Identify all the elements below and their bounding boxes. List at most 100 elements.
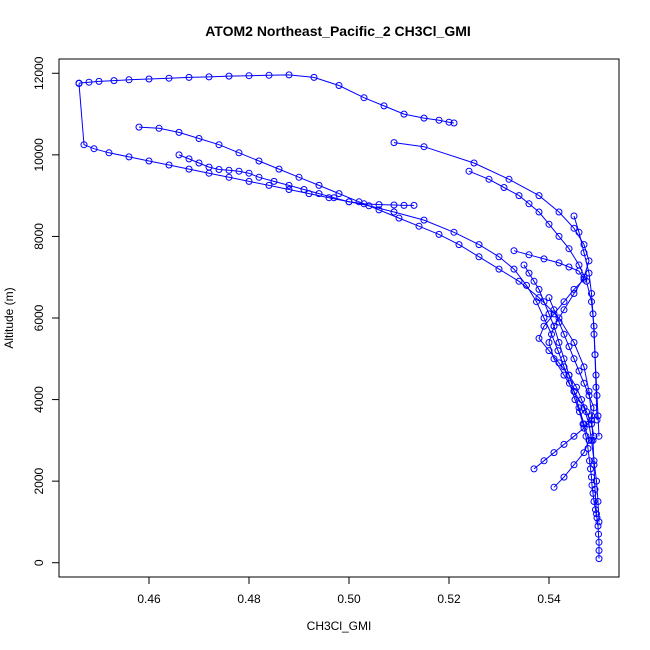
data-point (175, 151, 183, 159)
data-point (185, 165, 193, 173)
x-tick-label: 0.54 (537, 592, 561, 606)
data-point (545, 294, 553, 302)
y-tick-label: 0 (32, 559, 46, 566)
data-point (475, 241, 483, 249)
data-point (535, 208, 543, 216)
data-point (110, 77, 118, 85)
data-point (245, 177, 253, 185)
data-point (595, 432, 603, 440)
data-point (215, 141, 223, 149)
plot-area (75, 71, 603, 563)
data-point (225, 72, 233, 80)
series-line-9 (523, 264, 590, 488)
data-point (585, 269, 593, 277)
data-point (75, 79, 83, 87)
data-point (595, 547, 603, 554)
data-point (575, 404, 583, 412)
data-point (375, 206, 383, 214)
x-tick-label: 0.52 (437, 592, 461, 606)
series-line-1 (78, 83, 600, 559)
data-point (565, 245, 573, 253)
y-tick-label: 4000 (32, 386, 46, 413)
data-point (235, 167, 243, 175)
data-point (495, 253, 503, 261)
data-point (583, 408, 590, 416)
data-point (455, 241, 463, 249)
y-tick-label: 12000 (32, 56, 46, 90)
data-point (580, 379, 588, 387)
data-point (420, 216, 428, 224)
data-point (555, 339, 563, 346)
series-line-7 (513, 250, 595, 437)
y-axis: 0 2000 4000 6000 8000 10000 12000 (32, 56, 59, 566)
data-point (525, 251, 533, 259)
data-point (555, 208, 563, 216)
data-point (485, 175, 493, 183)
y-tick-label: 2000 (32, 467, 46, 494)
data-point (535, 334, 543, 342)
data-point (500, 184, 508, 191)
data-point (593, 477, 600, 485)
data-point (585, 436, 593, 444)
data-point (530, 277, 538, 285)
data-point (205, 73, 213, 81)
data-point (125, 76, 133, 84)
data-point (495, 265, 503, 273)
data-point (560, 306, 568, 314)
data-point (575, 267, 583, 275)
data-point (445, 118, 453, 126)
data-point (315, 190, 323, 198)
y-tick-label: 6000 (32, 304, 46, 331)
data-point (588, 416, 595, 424)
data-point (540, 322, 548, 330)
data-point (594, 522, 602, 530)
data-point (590, 498, 598, 505)
series-line-3 (138, 126, 597, 514)
data-point (300, 186, 308, 193)
data-point (335, 190, 343, 198)
data-point (590, 330, 598, 338)
data-point (505, 175, 513, 183)
data-point (515, 277, 523, 285)
data-point (570, 339, 578, 346)
data-point (535, 285, 543, 293)
data-point (545, 220, 553, 228)
data-point (595, 518, 603, 526)
data-point (593, 392, 601, 399)
x-axis: 0.46 0.48 0.50 0.52 0.54 (137, 577, 561, 606)
data-point (175, 128, 183, 136)
data-point (535, 192, 543, 200)
data-point (589, 489, 597, 497)
data-point (155, 124, 163, 132)
chart-title: ATOM2 Northeast_Pacific_2 CH3Cl_GMI (205, 23, 471, 39)
data-point (550, 306, 558, 314)
data-point (545, 310, 553, 318)
data-point (80, 141, 88, 149)
series-line-4 (178, 154, 414, 206)
data-point (390, 201, 398, 209)
data-point (540, 457, 548, 465)
data-point (580, 249, 588, 257)
data-point (550, 483, 558, 491)
data-point (565, 263, 573, 271)
data-point (594, 498, 602, 505)
data-point (520, 261, 528, 269)
data-point (593, 510, 600, 518)
data-point (245, 169, 253, 177)
data-point (400, 110, 408, 118)
y-tick-label: 8000 (32, 223, 46, 250)
data-point (375, 201, 383, 209)
data-point (105, 149, 113, 157)
data-point (465, 167, 473, 175)
data-point (590, 457, 598, 465)
series-line-2 (78, 74, 455, 124)
data-point (265, 71, 273, 79)
data-point (550, 449, 558, 457)
data-point (185, 155, 193, 163)
data-point (595, 538, 603, 546)
data-point (595, 530, 602, 538)
data-point (270, 177, 278, 185)
data-point (315, 181, 323, 189)
data-point (135, 123, 143, 131)
